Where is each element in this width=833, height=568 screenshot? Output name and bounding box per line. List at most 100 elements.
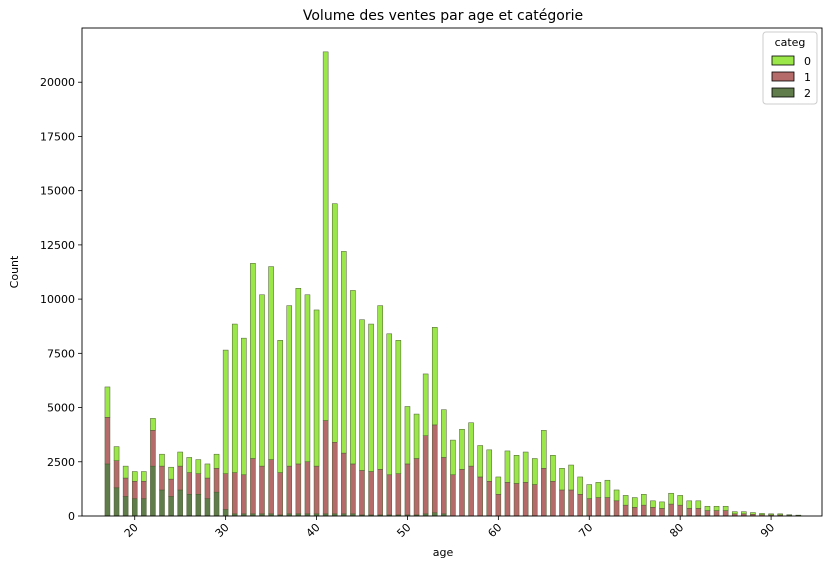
bar-age-33-categ-0	[250, 263, 256, 459]
bar-age-20-categ-0	[131, 471, 138, 482]
bar-age-47-categ-1	[377, 469, 383, 516]
bar-age-21-categ-0	[141, 471, 147, 482]
bar-age-73-categ-0	[613, 489, 620, 502]
bar-age-71-categ-0	[595, 482, 602, 498]
x-axis: 20 30 40 50 60 70 80 90	[122, 516, 777, 540]
bar-age-88-categ-0	[750, 512, 756, 515]
bar-age-30-categ-1	[222, 473, 229, 510]
bar-age-78-categ-1	[659, 508, 665, 517]
bar-age-42-categ-1	[331, 442, 338, 515]
y-tick-label: 15000	[40, 185, 75, 198]
legend-box	[762, 31, 818, 105]
bar-age-58-categ-1	[477, 476, 483, 517]
bar-age-32-categ-0	[241, 337, 247, 476]
bar-age-41-categ-0	[322, 51, 329, 421]
bar-age-29-categ-2	[213, 491, 220, 517]
x-tick-label: 40	[304, 521, 323, 540]
bar-age-39-categ-0	[304, 294, 311, 463]
bar-age-81-categ-0	[686, 500, 693, 509]
bar-age-90-categ-0	[768, 513, 774, 516]
bar-age-81-categ-1	[686, 508, 693, 517]
bar-age-61-categ-0	[504, 450, 511, 483]
bar-age-19-categ-1	[122, 477, 129, 497]
bar-age-85-categ-0	[722, 505, 729, 511]
bar-age-25-categ-0	[177, 451, 183, 467]
bar-age-63-categ-0	[522, 451, 529, 483]
bar-age-17-categ-0	[104, 386, 111, 418]
bar-age-18-categ-1	[113, 460, 120, 489]
bar-age-21-categ-2	[141, 498, 147, 517]
bar-age-47-categ-0	[377, 305, 383, 470]
bar-age-79-categ-0	[668, 492, 674, 505]
bar-age-20-categ-2	[131, 498, 138, 517]
bar-age-18-categ-0	[113, 446, 120, 461]
bar-age-44-categ-0	[350, 290, 356, 465]
bar-age-29-categ-0	[213, 453, 220, 469]
bar-age-85-categ-1	[722, 510, 729, 517]
bar-age-69-categ-0	[577, 476, 583, 495]
plot-frame	[81, 27, 823, 517]
bar-age-48-categ-0	[386, 333, 393, 476]
bar-age-73-categ-1	[613, 500, 620, 517]
bar-age-28-categ-1	[204, 477, 211, 499]
bar-age-19-categ-2	[122, 496, 129, 517]
bar-age-60-categ-1	[495, 494, 502, 517]
bar-age-75-categ-0	[631, 497, 638, 508]
bar-age-37-categ-1	[286, 465, 293, 515]
bar-age-27-categ-1	[195, 473, 202, 495]
bar-age-72-categ-1	[604, 497, 611, 517]
bar-age-61-categ-1	[504, 482, 511, 517]
bar-age-56-categ-0	[459, 428, 465, 470]
y-tick-label: 0	[68, 510, 75, 523]
bar-age-24-categ-1	[168, 478, 174, 497]
y-tick-label: 5000	[47, 402, 75, 415]
bar-age-27-categ-0	[195, 459, 202, 474]
bar-age-26-categ-2	[186, 494, 193, 517]
bar-age-53-categ-2	[431, 512, 438, 517]
bar-age-70-categ-0	[586, 484, 593, 499]
bar-age-64-categ-1	[531, 484, 538, 517]
bar-age-28-categ-0	[204, 463, 211, 479]
bar-age-92-categ-0	[786, 514, 793, 516]
bar-age-45-categ-0	[359, 319, 365, 471]
bar-age-83-categ-1	[704, 510, 711, 517]
bar-age-49-categ-0	[395, 340, 402, 474]
bar-age-80-categ-1	[677, 504, 683, 517]
bar-age-37-categ-0	[286, 305, 293, 467]
bar-age-67-categ-0	[559, 468, 565, 491]
bar-age-19-categ-0	[122, 465, 129, 479]
bar-age-34-categ-0	[259, 294, 265, 467]
bar-age-42-categ-0	[331, 203, 338, 443]
legend-label-0: 0	[804, 55, 811, 68]
bar-age-70-categ-1	[586, 498, 593, 517]
bar-age-30-categ-0	[222, 349, 229, 474]
x-tick-label: 50	[394, 521, 413, 540]
bar-age-29-categ-1	[213, 468, 220, 493]
legend-swatch-1	[771, 71, 795, 82]
bar-age-54-categ-1	[441, 457, 447, 515]
bar-age-23-categ-1	[159, 465, 165, 491]
chart-title: Volume des ventes par age et catégorie	[303, 8, 583, 24]
bar-age-31-categ-0	[231, 323, 238, 473]
x-tick-label: 20	[122, 521, 141, 540]
bar-age-50-categ-0	[404, 406, 411, 465]
bar-age-57-categ-0	[468, 422, 474, 467]
y-tick-label: 10000	[40, 293, 75, 306]
legend-label-2: 2	[804, 87, 811, 100]
bar-age-27-categ-2	[195, 494, 202, 517]
bar-age-64-categ-0	[531, 458, 538, 485]
bar-age-77-categ-0	[650, 500, 656, 508]
bar-age-71-categ-1	[595, 497, 602, 517]
legend-swatch-2	[771, 87, 795, 98]
bar-age-22-categ-0	[150, 418, 156, 431]
bar-age-67-categ-1	[559, 489, 565, 517]
bar-age-50-categ-1	[404, 463, 411, 516]
bar-age-56-categ-1	[459, 469, 465, 517]
x-tick-label: 90	[758, 521, 777, 540]
bar-age-65-categ-0	[541, 430, 547, 469]
bar-age-69-categ-1	[577, 494, 583, 517]
y-axis: 0 2500 5000 7500 10000 12500 15000 17500 20000	[40, 76, 82, 523]
bar-age-26-categ-0	[186, 457, 193, 473]
bar-age-68-categ-0	[568, 464, 574, 491]
